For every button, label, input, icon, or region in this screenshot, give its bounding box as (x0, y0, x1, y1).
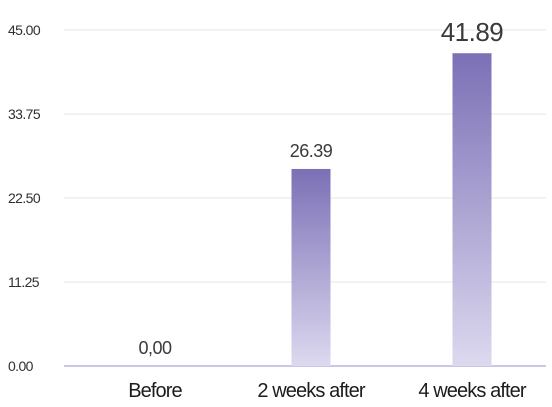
y-axis-ticks: 0.00 11.25 22.50 33.75 45.00 (8, 22, 41, 374)
x-category-label: 2 weeks after (257, 380, 365, 402)
data-labels: 0,00 26.39 41.89 (138, 17, 503, 358)
x-axis-categories: Before 2 weeks after 4 weeks after (128, 380, 528, 402)
y-tick-label: 0.00 (8, 358, 34, 374)
bars (291, 53, 492, 366)
x-category-label: 4 weeks after (418, 380, 526, 402)
data-label: 0,00 (138, 338, 172, 358)
data-label: 26.39 (290, 141, 333, 161)
x-category-label: Before (128, 380, 182, 402)
bar (291, 168, 331, 366)
y-tick-label: 22.50 (8, 190, 41, 206)
y-tick-label: 33.75 (8, 106, 41, 122)
y-tick-label: 45.00 (8, 22, 41, 38)
y-tick-label: 11.25 (8, 274, 40, 290)
data-label: 41.89 (441, 17, 504, 47)
bar (452, 53, 492, 366)
